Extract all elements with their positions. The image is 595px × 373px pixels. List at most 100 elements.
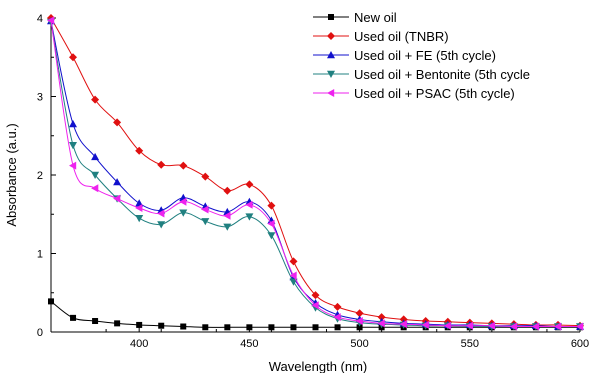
data-point xyxy=(289,278,298,286)
data-point xyxy=(245,200,253,209)
data-point xyxy=(180,323,187,330)
data-point xyxy=(69,142,77,150)
data-point xyxy=(355,317,363,325)
data-point xyxy=(289,257,298,266)
data-point xyxy=(245,180,254,189)
data-point xyxy=(69,120,77,128)
data-point xyxy=(487,321,495,330)
data-point xyxy=(114,320,121,327)
legend-item: Used oil + Bentonite (5th cycle xyxy=(313,67,530,82)
series-3 xyxy=(47,17,584,330)
data-point xyxy=(399,320,407,329)
y-tick-label: 1 xyxy=(37,249,43,261)
data-point xyxy=(421,320,429,329)
data-point xyxy=(224,324,231,331)
data-point xyxy=(91,152,100,161)
legend-marker xyxy=(327,51,335,59)
data-point xyxy=(201,218,210,226)
data-point xyxy=(202,324,209,331)
data-point xyxy=(47,16,55,25)
legend-label: New oil xyxy=(354,10,397,25)
legend-label: Used oil + FE (5th cycle) xyxy=(354,48,496,63)
data-point xyxy=(69,161,77,170)
legend-label: Used oil + Bentonite (5th cycle xyxy=(354,67,530,82)
data-point xyxy=(157,221,166,229)
data-point xyxy=(356,324,363,331)
x-axis-ticks: 400 450 500 550 600 xyxy=(50,327,589,350)
data-point xyxy=(465,321,473,330)
x-tick-label: 600 xyxy=(571,338,589,350)
data-point xyxy=(179,197,187,206)
data-point xyxy=(179,209,188,217)
x-tick-label: 400 xyxy=(130,338,148,350)
x-tick-label: 450 xyxy=(240,338,258,350)
legend: New oil Used oil (TNBR) Used oil + FE (5th… xyxy=(313,10,530,101)
data-point xyxy=(135,204,143,212)
data-point xyxy=(223,223,232,231)
x-tick-label: 500 xyxy=(350,338,368,350)
data-point xyxy=(113,118,122,127)
data-point xyxy=(70,314,77,321)
data-point xyxy=(113,194,121,203)
data-point xyxy=(69,53,77,62)
data-point xyxy=(267,232,276,240)
data-point xyxy=(289,271,297,280)
data-point xyxy=(135,146,144,155)
y-tick-label: 3 xyxy=(37,92,43,104)
series-line xyxy=(50,17,581,327)
data-point xyxy=(334,324,341,331)
data-point xyxy=(377,319,385,328)
legend-item: Used oil + PSAC (5th cycle) xyxy=(313,86,515,101)
legend-marker xyxy=(328,14,334,20)
series-4 xyxy=(47,18,584,331)
data-point xyxy=(333,313,341,322)
data-point xyxy=(333,302,342,311)
data-point xyxy=(223,211,231,220)
data-point xyxy=(91,184,99,193)
x-tick-label: 550 xyxy=(461,338,479,350)
legend-item: New oil xyxy=(313,10,397,25)
data-point xyxy=(311,301,319,310)
data-point xyxy=(48,298,54,305)
data-point xyxy=(223,186,232,195)
data-point xyxy=(290,324,297,331)
series-2 xyxy=(47,14,584,330)
data-point xyxy=(135,215,144,223)
data-point xyxy=(91,171,100,179)
data-point xyxy=(355,309,364,318)
data-point xyxy=(179,161,188,170)
legend-item: Used oil (TNBR) xyxy=(313,29,449,44)
legend-marker xyxy=(327,32,335,40)
data-point xyxy=(157,209,165,218)
x-axis-title: Wavelength (nm) xyxy=(269,359,368,373)
y-tick-label: 4 xyxy=(37,13,43,25)
data-point xyxy=(267,201,276,210)
data-point xyxy=(136,321,143,328)
series-layer xyxy=(47,14,584,331)
data-point xyxy=(157,160,166,169)
data-point xyxy=(201,205,209,214)
legend-label: Used oil (TNBR) xyxy=(354,29,449,44)
data-point xyxy=(267,219,275,228)
data-point xyxy=(201,172,210,181)
data-point xyxy=(377,313,386,322)
data-point xyxy=(245,213,254,221)
data-point xyxy=(92,318,99,325)
data-point xyxy=(91,95,100,104)
data-point xyxy=(554,322,562,331)
data-point xyxy=(576,322,584,331)
legend-item: Used oil + FE (5th cycle) xyxy=(313,48,496,63)
series-5 xyxy=(47,16,584,331)
legend-marker xyxy=(327,70,335,78)
legend-label: Used oil + PSAC (5th cycle) xyxy=(354,86,515,101)
data-point xyxy=(531,322,540,331)
data-point xyxy=(158,322,165,329)
data-point xyxy=(312,324,319,331)
data-point xyxy=(268,324,275,331)
data-point xyxy=(311,291,320,300)
data-point xyxy=(246,324,253,331)
y-tick-label: 2 xyxy=(37,170,43,182)
y-axis-title: Absorbance (a.u.) xyxy=(4,123,19,226)
data-point xyxy=(113,178,122,186)
